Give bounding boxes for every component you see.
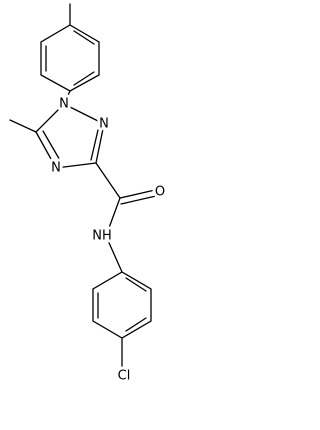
atom-label: N (59, 97, 69, 112)
atom-label: Cl (118, 369, 131, 384)
atom-label: NH (92, 229, 112, 244)
structure-diagram: N N N O NH Cl (9, 3, 168, 387)
atom-label: N (99, 117, 109, 132)
atom-label: O (155, 185, 165, 200)
atom-label: N (51, 161, 61, 176)
atom-labels: N N N O NH Cl (48, 94, 168, 387)
bonds (9, 3, 157, 369)
